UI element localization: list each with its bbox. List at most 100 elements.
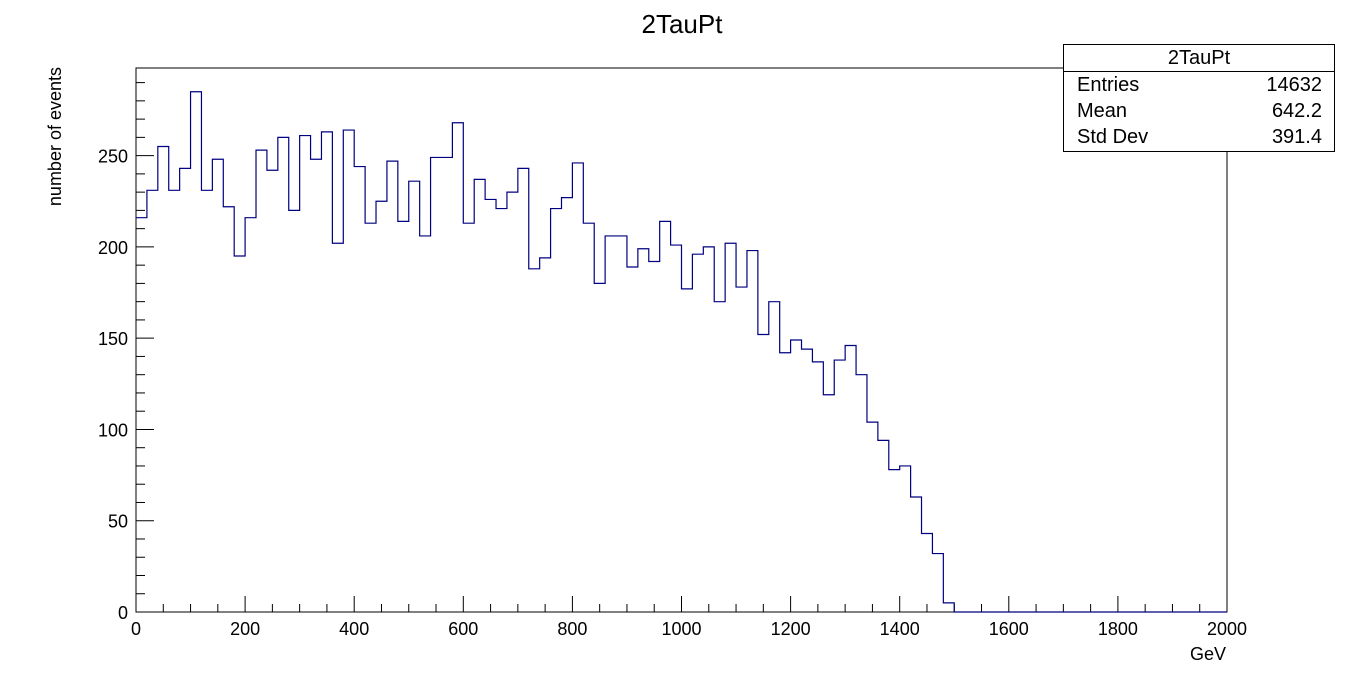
- histogram-bin: [791, 340, 802, 612]
- x-tick-label: 1800: [1098, 619, 1138, 639]
- histogram-bin: [311, 159, 322, 612]
- x-tick-label: 1000: [661, 619, 701, 639]
- histogram-bin: [321, 132, 332, 612]
- histogram-bin: [180, 168, 191, 612]
- stats-value: 14632: [1266, 74, 1322, 96]
- stats-label: Entries: [1077, 74, 1140, 96]
- histogram-bin: [343, 130, 354, 612]
- histogram-bin: [256, 150, 267, 612]
- histogram-bin: [507, 192, 518, 612]
- y-axis-title: number of events: [45, 67, 65, 206]
- histogram-bin: [365, 223, 376, 612]
- x-tick-label: 200: [230, 619, 260, 639]
- histogram-bin: [420, 236, 431, 612]
- histogram-bin: [376, 201, 387, 612]
- x-tick-label: 400: [339, 619, 369, 639]
- stats-row-mean: Mean 642.2: [1064, 98, 1334, 124]
- histogram-bin: [147, 190, 158, 612]
- histogram-bin: [660, 221, 671, 612]
- histogram-bin: [485, 199, 496, 612]
- y-tick-label: 0: [118, 603, 128, 623]
- histogram-bin: [758, 335, 769, 612]
- histogram-bin: [572, 163, 583, 612]
- histogram-bin: [234, 256, 245, 612]
- histogram-bin: [169, 190, 180, 612]
- stats-row-stddev: Std Dev 391.4: [1064, 124, 1334, 150]
- histogram-bin: [692, 254, 703, 612]
- x-tick-label: 1400: [880, 619, 920, 639]
- chart-title: 2TauPt: [642, 9, 724, 39]
- histogram-bin: [136, 218, 147, 612]
- histogram-bin: [922, 534, 933, 612]
- x-tick-label: 800: [557, 619, 587, 639]
- histogram-bin: [398, 221, 409, 612]
- histogram-bin: [845, 345, 856, 612]
- histogram-bin: [518, 168, 529, 612]
- histogram-bin: [878, 440, 889, 612]
- histogram-bin: [802, 349, 813, 612]
- histogram-bin: [431, 157, 442, 612]
- histogram-bin: [191, 92, 202, 612]
- histogram-bin: [289, 210, 300, 612]
- histogram-bin: [452, 123, 463, 612]
- histogram-bin: [747, 251, 758, 612]
- histogram-bin: [932, 554, 943, 612]
- y-tick-label: 50: [108, 512, 128, 532]
- histogram-bin: [332, 243, 343, 612]
- histogram-bin: [212, 159, 223, 612]
- stats-value: 642.2: [1271, 100, 1322, 122]
- histogram-bin: [703, 247, 714, 612]
- histogram-bin: [583, 223, 594, 612]
- histogram-bin: [245, 218, 256, 612]
- histogram-bin: [354, 167, 365, 612]
- histogram-bin: [834, 360, 845, 612]
- histogram-bin: [409, 181, 420, 612]
- histogram-bin: [441, 157, 452, 612]
- histogram-bin: [529, 269, 540, 612]
- histogram-bin: [889, 470, 900, 612]
- histogram-bin: [616, 236, 627, 612]
- histogram-bin: [823, 395, 834, 612]
- histogram-bin: [714, 302, 725, 612]
- histogram-bin: [594, 283, 605, 612]
- histogram-bin: [867, 422, 878, 612]
- histogram-bin: [540, 258, 551, 612]
- x-tick-label: 2000: [1207, 619, 1247, 639]
- y-tick-label: 200: [98, 238, 128, 258]
- histogram-bin: [856, 375, 867, 612]
- histogram-bars: [136, 92, 954, 612]
- histogram-bin: [605, 236, 616, 612]
- y-tick-label: 250: [98, 147, 128, 167]
- x-tick-label: 1200: [771, 619, 811, 639]
- x-tick-label: 0: [131, 619, 141, 639]
- histogram-bin: [911, 497, 922, 612]
- histogram-bin: [223, 207, 234, 612]
- histogram-bin: [900, 466, 911, 612]
- histogram-bin: [463, 223, 474, 612]
- histogram-bin: [638, 249, 649, 612]
- stats-box: 2TauPt Entries 14632 Mean 642.2 Std Dev …: [1063, 44, 1335, 152]
- histogram-bin: [474, 179, 485, 612]
- histogram-bin: [496, 209, 507, 612]
- x-axis-title: GeV: [1190, 644, 1226, 664]
- histogram-bin: [561, 198, 572, 612]
- y-tick-label: 100: [98, 420, 128, 440]
- y-axis-ticks: 0 50 100 150 200 250: [98, 82, 154, 623]
- histogram-bin: [267, 170, 278, 612]
- x-tick-label: 600: [448, 619, 478, 639]
- histogram-bin: [201, 190, 212, 612]
- histogram-bin: [551, 209, 562, 612]
- x-tick-label: 1600: [989, 619, 1029, 639]
- histogram-bin: [812, 362, 823, 612]
- histogram-bin: [943, 603, 954, 612]
- histogram-bin: [769, 302, 780, 612]
- histogram-bin: [627, 267, 638, 612]
- stats-label: Std Dev: [1077, 126, 1149, 148]
- stats-row-entries: Entries 14632: [1064, 72, 1334, 98]
- histogram-bin: [736, 287, 747, 612]
- histogram-bin: [649, 262, 660, 612]
- histogram-bin: [682, 289, 693, 612]
- histogram-bin: [725, 243, 736, 612]
- histogram-bin: [158, 146, 169, 612]
- histogram-bin: [278, 137, 289, 612]
